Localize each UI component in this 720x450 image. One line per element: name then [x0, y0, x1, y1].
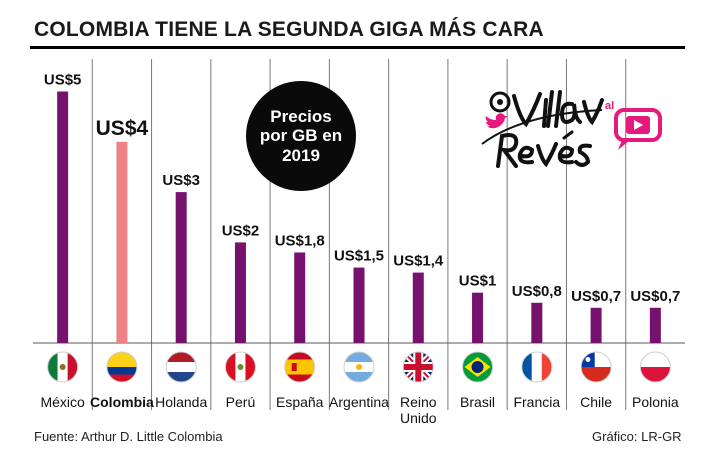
peru-flag-icon — [224, 351, 256, 383]
category-label-8: Francia — [513, 394, 560, 410]
bar-6 — [412, 272, 424, 343]
bar-2 — [175, 192, 187, 343]
france-flag-icon — [521, 351, 553, 383]
bar-9 — [590, 307, 602, 343]
title-rule — [30, 46, 685, 49]
netherlands-flag-icon — [165, 351, 197, 383]
play-icon — [634, 120, 643, 130]
value-label-5: US$1,5 — [334, 248, 384, 265]
logo-script-villav — [512, 90, 604, 128]
subtitle-badge: Precios por GB en 2019 — [246, 81, 356, 191]
value-label-8: US$0,8 — [512, 283, 562, 300]
value-label-10: US$0,7 — [630, 288, 680, 305]
value-label-4: US$1,8 — [275, 232, 325, 249]
logo-swoosh — [481, 109, 603, 145]
bar-3 — [234, 242, 246, 343]
logo-circle-icon — [489, 91, 511, 113]
category-label-6: Reino Unido — [400, 394, 437, 426]
bar-5 — [353, 267, 365, 343]
category-label-9: Chile — [580, 394, 612, 410]
category-label-2: Holanda — [155, 394, 207, 410]
value-label-2: US$3 — [162, 172, 200, 189]
logo-al-text: al — [605, 100, 614, 112]
category-label-0: México — [40, 394, 85, 410]
category-label-1: Colombia — [90, 394, 154, 410]
chart-title: COLOMBIA TIENE LA SEGUNDA GIGA MÁS CARA — [34, 18, 544, 41]
brazil-flag-icon — [462, 351, 494, 383]
category-label-10: Polonia — [632, 394, 679, 410]
value-label-3: US$2 — [222, 222, 260, 239]
category-label-7: Brasil — [460, 394, 495, 410]
argentina-flag-icon — [343, 351, 375, 383]
bar-8 — [531, 302, 543, 343]
villav-al-reves-logo: al — [481, 90, 662, 168]
category-label-3: Perú — [226, 394, 256, 410]
value-label-9: US$0,7 — [571, 288, 621, 305]
source-note: Fuente: Arthur D. Little Colombia — [34, 429, 223, 444]
bar-1 — [116, 141, 128, 343]
bar-0 — [57, 91, 69, 343]
spain-flag-icon — [284, 351, 316, 383]
poland-flag-icon — [639, 351, 671, 383]
value-label-7: US$1 — [459, 273, 497, 290]
value-label-0: US$5 — [44, 72, 82, 89]
bar-4 — [294, 252, 306, 343]
mexico-flag-icon — [47, 351, 79, 383]
graphic-credit: Gráfico: LR-GR — [592, 429, 682, 444]
category-label-4: España — [276, 394, 324, 410]
colombia-flag-icon — [106, 351, 138, 383]
uk-flag-icon — [402, 351, 434, 383]
logo-accent — [562, 130, 574, 140]
twitter-bird-icon — [485, 113, 508, 129]
logo-tv-tail — [618, 140, 630, 150]
value-label-6: US$1,4 — [393, 253, 444, 270]
bar-10 — [649, 307, 661, 343]
logo-script-reves — [496, 133, 592, 168]
chile-flag-icon — [580, 351, 612, 383]
value-label-1: US$4 — [96, 117, 149, 140]
bar-7 — [472, 292, 484, 343]
subtitle-badge-text: Precios por GB en 2019 — [259, 106, 343, 165]
category-label-5: Argentina — [329, 394, 389, 410]
logo-circle-dot — [497, 99, 503, 105]
logo-tv-frame — [614, 108, 662, 142]
